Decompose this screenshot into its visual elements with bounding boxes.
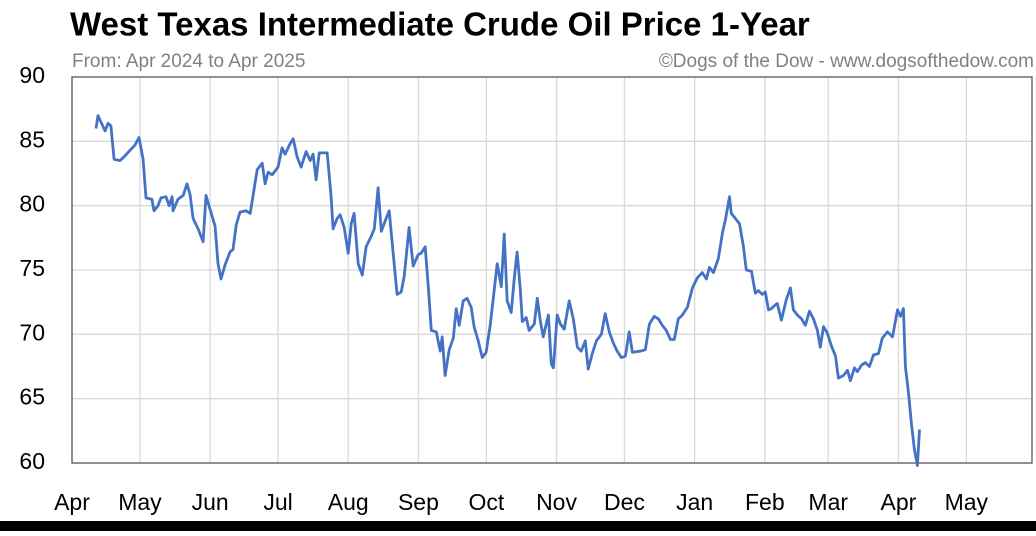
- x-tick-label: Dec: [604, 489, 645, 515]
- x-tick-label: Nov: [536, 489, 577, 515]
- x-tick-label: Apr: [881, 489, 917, 515]
- x-tick-label: Apr: [54, 489, 90, 515]
- y-tick-label: 75: [19, 255, 45, 281]
- x-tick-label: Jan: [676, 489, 713, 515]
- x-tick-label: Mar: [808, 489, 848, 515]
- bottom-bar: [0, 521, 1036, 531]
- x-tick-label: May: [118, 489, 162, 515]
- y-tick-label: 85: [19, 126, 45, 152]
- x-tick-label: Feb: [745, 489, 785, 515]
- x-tick-label: Aug: [328, 489, 369, 515]
- y-tick-label: 80: [19, 191, 45, 217]
- y-tick-label: 70: [19, 319, 45, 345]
- plot-border: [71, 76, 1033, 464]
- x-tick-label: Jun: [192, 489, 229, 515]
- chart-subtitle: From: Apr 2024 to Apr 2025: [72, 51, 305, 72]
- x-tick-label: Jul: [263, 489, 292, 515]
- price-line: [94, 114, 921, 467]
- x-tick-label: May: [945, 489, 989, 515]
- x-tick-label: Oct: [468, 489, 504, 515]
- y-tick-label: 60: [19, 448, 45, 474]
- chart-title: West Texas Intermediate Crude Oil Price …: [70, 6, 810, 43]
- source-credit: ©Dogs of the Dow - www.dogsofthedow.com: [659, 51, 1034, 72]
- y-tick-label: 90: [19, 62, 45, 88]
- x-tick-label: Sep: [398, 489, 439, 515]
- y-tick-label: 65: [19, 384, 45, 410]
